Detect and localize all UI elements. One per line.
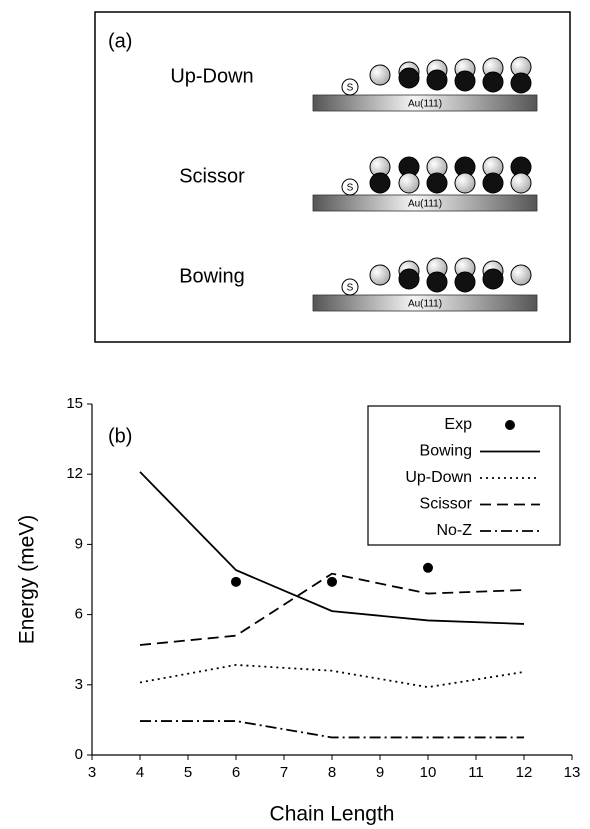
x-tick-label: 4 [136,764,144,781]
legend-label: No-Z [436,522,472,539]
legend-label: Scissor [420,496,473,513]
x-tick-label: 11 [468,764,484,781]
atom-dark [483,269,503,289]
atom-light [455,173,475,193]
y-tick-label: 0 [75,746,83,763]
atom-dark [370,173,390,193]
y-tick-label: 15 [66,395,83,412]
atom-light [511,173,531,193]
atom-light [370,65,390,85]
x-tick-label: 6 [232,764,240,781]
substrate-label: Au(111) [408,199,442,210]
figure: (a) Up-Down Au(111) S Scissor Au(111) S Bowing… [0,0,590,829]
y-tick-label: 6 [75,606,83,623]
series-line [140,721,524,737]
atom-dark [427,272,447,292]
legend-marker [505,420,515,430]
atom-dark [399,68,419,88]
atom-dark [483,173,503,193]
y-tick-label: 9 [75,535,83,552]
x-tick-label: 3 [88,764,96,781]
anchor-label: S [347,183,354,194]
anchor-label: S [347,83,354,94]
atom-dark [399,269,419,289]
y-tick-label: 3 [75,676,83,693]
series-line [140,665,524,687]
mode-label: Bowing [179,265,245,287]
data-point [327,577,337,587]
legend-label: Up-Down [405,469,472,486]
atom-dark [427,173,447,193]
y-axis-label: Energy (meV) [16,515,39,645]
atom-dark [483,72,503,92]
anchor-label: S [347,283,354,294]
substrate-label: Au(111) [408,299,442,310]
panel-a-label: (a) [108,30,132,52]
x-tick-label: 5 [184,764,192,781]
atom-light [370,265,390,285]
x-tick-label: 13 [564,764,581,781]
panel-b-label: (b) [108,425,132,447]
y-tick-label: 12 [66,465,83,482]
data-point [423,563,433,573]
x-tick-label: 10 [420,764,437,781]
atom-light [399,173,419,193]
atom-dark [455,71,475,91]
atom-dark [427,70,447,90]
x-tick-label: 12 [516,764,533,781]
atom-dark [455,272,475,292]
legend-label: Bowing [420,443,472,460]
x-tick-label: 8 [328,764,336,781]
mode-label: Scissor [179,165,245,187]
x-tick-label: 7 [280,764,288,781]
atom-dark [511,73,531,93]
x-axis-label: Chain Length [270,803,395,826]
legend-label: Exp [444,416,472,433]
data-point [231,577,241,587]
substrate-label: Au(111) [408,99,442,110]
x-tick-label: 9 [376,764,384,781]
mode-label: Up-Down [170,65,253,87]
atom-light [511,265,531,285]
